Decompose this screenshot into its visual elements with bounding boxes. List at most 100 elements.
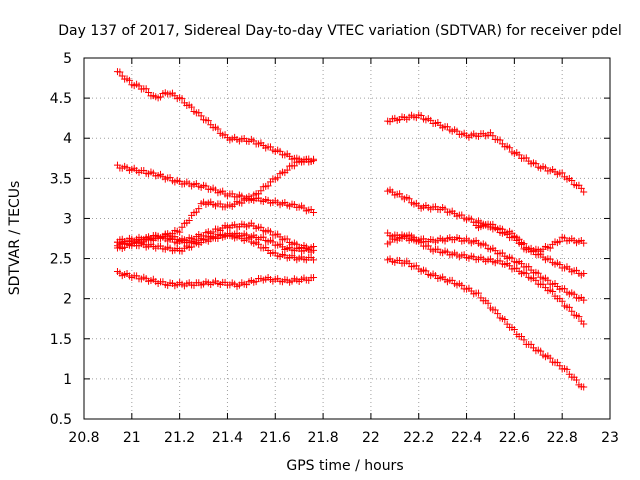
data-point [116, 68, 124, 76]
data-point [310, 209, 318, 217]
data-point [510, 326, 518, 334]
data-point [408, 232, 416, 240]
series-track-a6 [113, 229, 318, 256]
data-point [204, 117, 212, 125]
data-point [290, 162, 298, 170]
data-point [484, 299, 492, 307]
data-point [549, 288, 557, 296]
data-point [580, 239, 588, 247]
y-tick-label: 0.5 [50, 412, 72, 428]
data-point [580, 270, 588, 278]
x-tick-label: 23 [601, 430, 619, 446]
data-point [491, 306, 499, 314]
data-point [247, 195, 255, 203]
data-point [482, 241, 490, 249]
y-tick-label: 3.5 [50, 171, 72, 187]
data-point [532, 276, 540, 284]
data-point [518, 240, 526, 248]
data-point [522, 269, 530, 277]
data-point [417, 239, 425, 247]
x-tick-label: 22.4 [451, 430, 482, 446]
series-track-b5 [384, 255, 588, 391]
data-point [580, 383, 588, 391]
y-tick-label: 5 [63, 51, 72, 67]
y-tick-label: 3 [63, 211, 72, 227]
data-point [558, 169, 566, 177]
y-axis-label: SDTVAR / TECUs [7, 181, 23, 296]
data-point [178, 95, 186, 103]
data-point [197, 112, 205, 120]
y-tick-label: 4.5 [50, 91, 72, 107]
y-tick-label: 1.5 [50, 332, 72, 348]
data-markers [113, 68, 588, 391]
data-point [527, 340, 535, 348]
x-tick-label: 22.8 [547, 430, 578, 446]
chart-title: Day 137 of 2017, Sidereal Day-to-day VTE… [58, 23, 622, 39]
y-tick-label: 1 [63, 372, 72, 388]
data-point [563, 365, 571, 373]
series-track-b1 [384, 111, 588, 196]
data-point [489, 132, 497, 140]
x-tick-label: 21.6 [260, 430, 291, 446]
data-point [188, 103, 196, 111]
data-point [546, 354, 554, 362]
data-point [565, 303, 573, 311]
data-point [501, 316, 509, 324]
x-tick-label: 21 [123, 430, 141, 446]
series-track-b6 [472, 220, 588, 256]
x-tick-label: 21.4 [212, 430, 243, 446]
data-point [494, 310, 502, 318]
x-tick-label: 20.8 [68, 430, 99, 446]
data-point [214, 125, 222, 133]
data-point [577, 184, 585, 192]
data-point [310, 157, 318, 165]
data-point [496, 136, 504, 144]
x-tick-label: 21.2 [164, 430, 195, 446]
data-point [580, 296, 588, 304]
data-point [178, 223, 186, 231]
data-point [558, 297, 566, 305]
data-point [580, 188, 588, 196]
data-point [515, 235, 523, 243]
data-point [506, 144, 514, 152]
x-tick-label: 22.6 [499, 430, 530, 446]
data-point [405, 195, 413, 203]
x-tick-label: 21.8 [308, 430, 339, 446]
data-point [534, 269, 542, 277]
data-point [195, 205, 203, 213]
data-point [157, 93, 165, 101]
data-point [185, 217, 193, 225]
data-point [556, 237, 564, 245]
data-point [568, 176, 576, 184]
x-axis-label: GPS time / hours [286, 458, 403, 474]
data-point [508, 254, 516, 262]
series-track-b4 [384, 231, 588, 328]
data-point [546, 255, 554, 263]
series-track-a7 [113, 267, 318, 290]
data-point [575, 313, 583, 321]
data-point [264, 182, 272, 190]
data-point [570, 290, 578, 298]
data-point [142, 85, 150, 93]
y-tick-labels: 0.5 1 1.5 2 2.5 3 3.5 4 4.5 5 [50, 51, 72, 428]
y-tick-label: 4 [63, 131, 72, 147]
y-tick-label: 2.5 [50, 252, 72, 268]
data-point [520, 336, 528, 344]
data-point [475, 289, 482, 297]
data-point [125, 76, 133, 84]
data-point [422, 267, 430, 275]
data-point [310, 256, 318, 264]
data-point [556, 261, 564, 269]
data-point [532, 160, 540, 168]
data-point [546, 244, 554, 252]
data-point [568, 307, 576, 315]
series-track-a2 [113, 161, 318, 217]
data-point [283, 166, 291, 174]
x-tick-label: 22.2 [403, 430, 434, 446]
data-point [537, 347, 545, 355]
x-tick-labels: 20.8 21 21.2 21.4 21.6 21.8 22 22.2 22.4 22.6 22.8… [68, 430, 619, 446]
data-point [257, 187, 265, 195]
data-point [274, 174, 282, 182]
data-point [176, 228, 184, 236]
